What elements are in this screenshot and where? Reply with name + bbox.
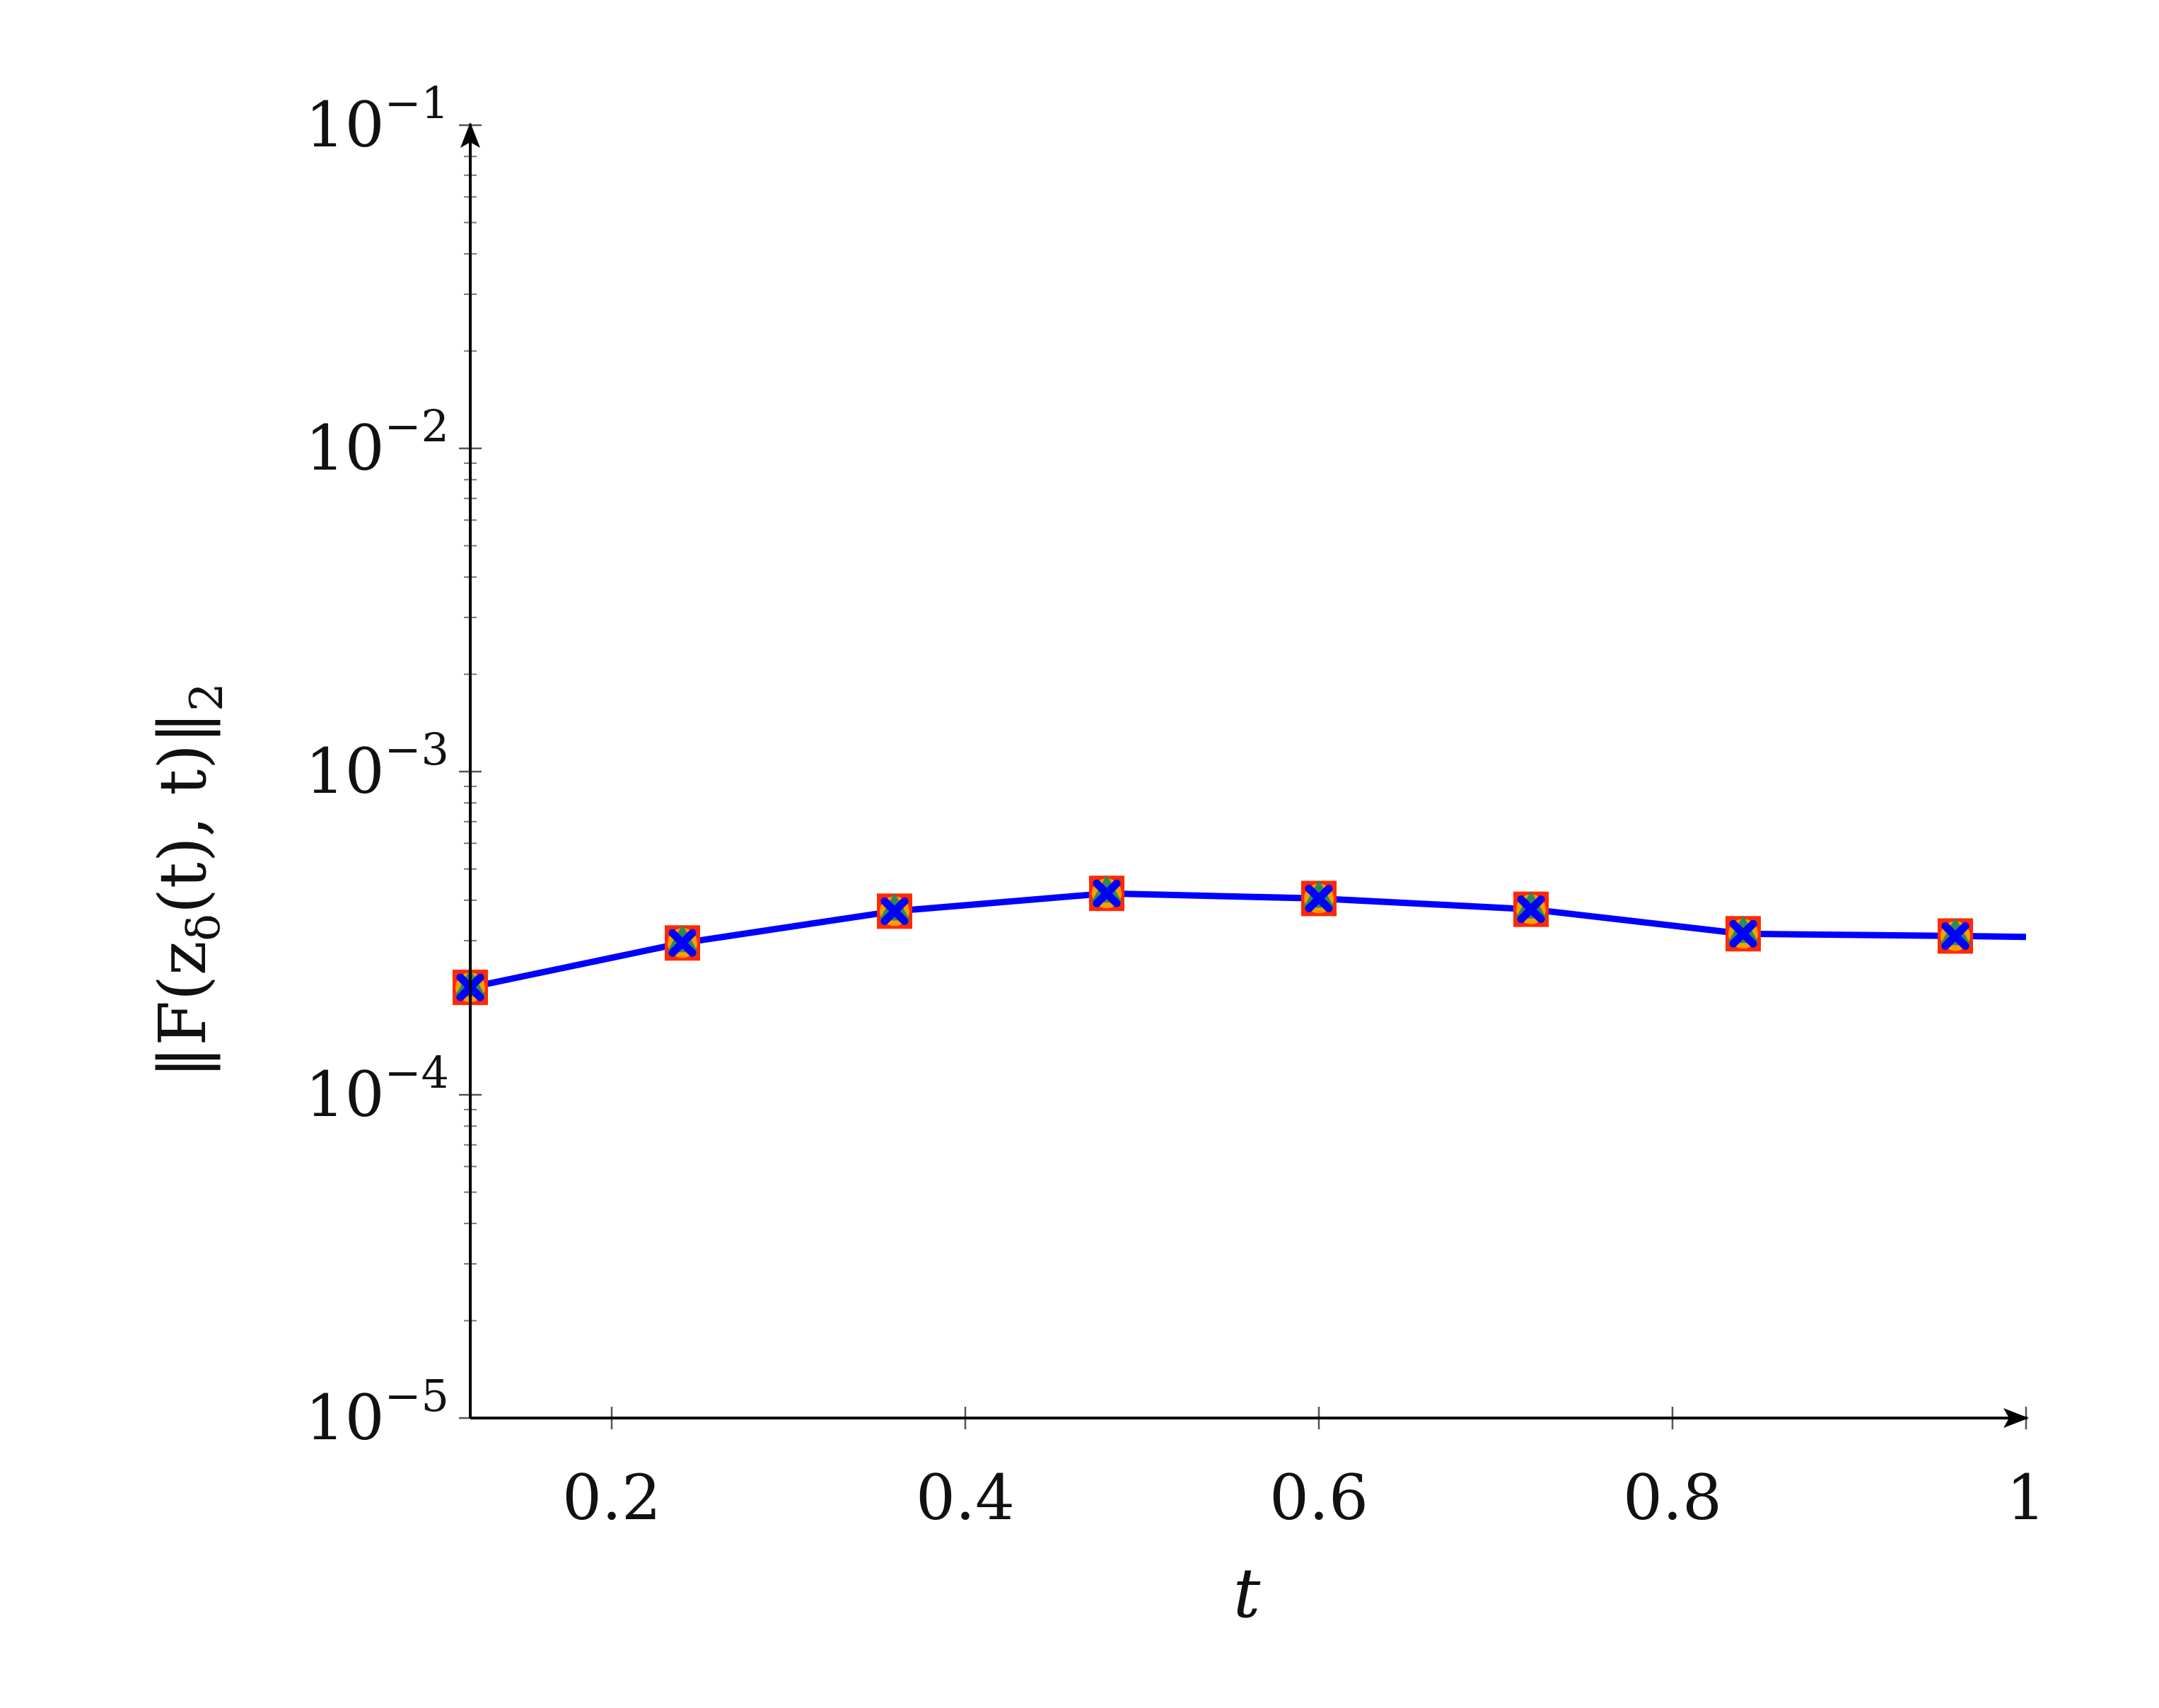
y-tick-label: 10−4	[305, 1047, 449, 1131]
y-tick-label-exponent: −1	[385, 77, 449, 129]
y-tick-label: 10−1	[305, 77, 449, 161]
marker-cross	[1305, 884, 1333, 912]
y-tick-label-base: 10	[305, 1058, 385, 1131]
y-tick-label-base: 10	[305, 1381, 385, 1454]
marker-cross	[1941, 922, 1969, 950]
x-tick-label: 0.4	[916, 1461, 1015, 1534]
x-axis-arrow	[2003, 1408, 2029, 1428]
x-tick-label: 0.2	[562, 1461, 661, 1534]
y-tick-label: 10−2	[305, 400, 449, 484]
y-tick-label-exponent: −3	[385, 724, 449, 775]
y-axis-label-sub2: 2	[181, 682, 233, 711]
marker-cross	[880, 897, 909, 925]
y-axis-label-close: (t), t)‖	[145, 711, 221, 914]
series-group	[470, 890, 2027, 991]
y-tick-label-base: 10	[305, 412, 385, 484]
svg-text:‖F(zδ(t), t)‖2: ‖F(zδ(t), t)‖2	[145, 682, 233, 1079]
marker-cross	[1729, 919, 1757, 948]
y-tick-label-base: 10	[305, 735, 385, 808]
marker-cross	[1093, 879, 1121, 907]
x-tick-label: 0.6	[1269, 1461, 1368, 1534]
x-tick-label: 0.8	[1623, 1461, 1722, 1534]
y-tick-label-base: 10	[305, 88, 385, 161]
y-axis-arrow	[460, 122, 480, 148]
y-axis-label-sub: δ	[178, 914, 231, 941]
y-tick-label-exponent: −2	[385, 400, 449, 452]
x-tick-label: 1	[2006, 1461, 2046, 1534]
y-tick-label: 10−5	[305, 1370, 449, 1454]
y-axis-label: ‖F(zδ(t), t)‖2	[145, 682, 233, 1079]
y-axis-label-open: ‖F(z	[145, 941, 221, 1079]
y-tick-label-exponent: −5	[385, 1370, 449, 1422]
series-line	[470, 890, 2027, 991]
marker-cross	[1517, 895, 1545, 924]
axes	[460, 122, 2029, 1428]
y-tick-label: 10−3	[305, 724, 449, 808]
y-tick-label-exponent: −4	[385, 1047, 449, 1098]
tick-labels: 10−510−410−310−210−10.2 0.4 0.6 0.8 1	[305, 77, 2046, 1534]
marker-cross	[668, 929, 697, 957]
x-axis-label: t	[1233, 1554, 1261, 1633]
